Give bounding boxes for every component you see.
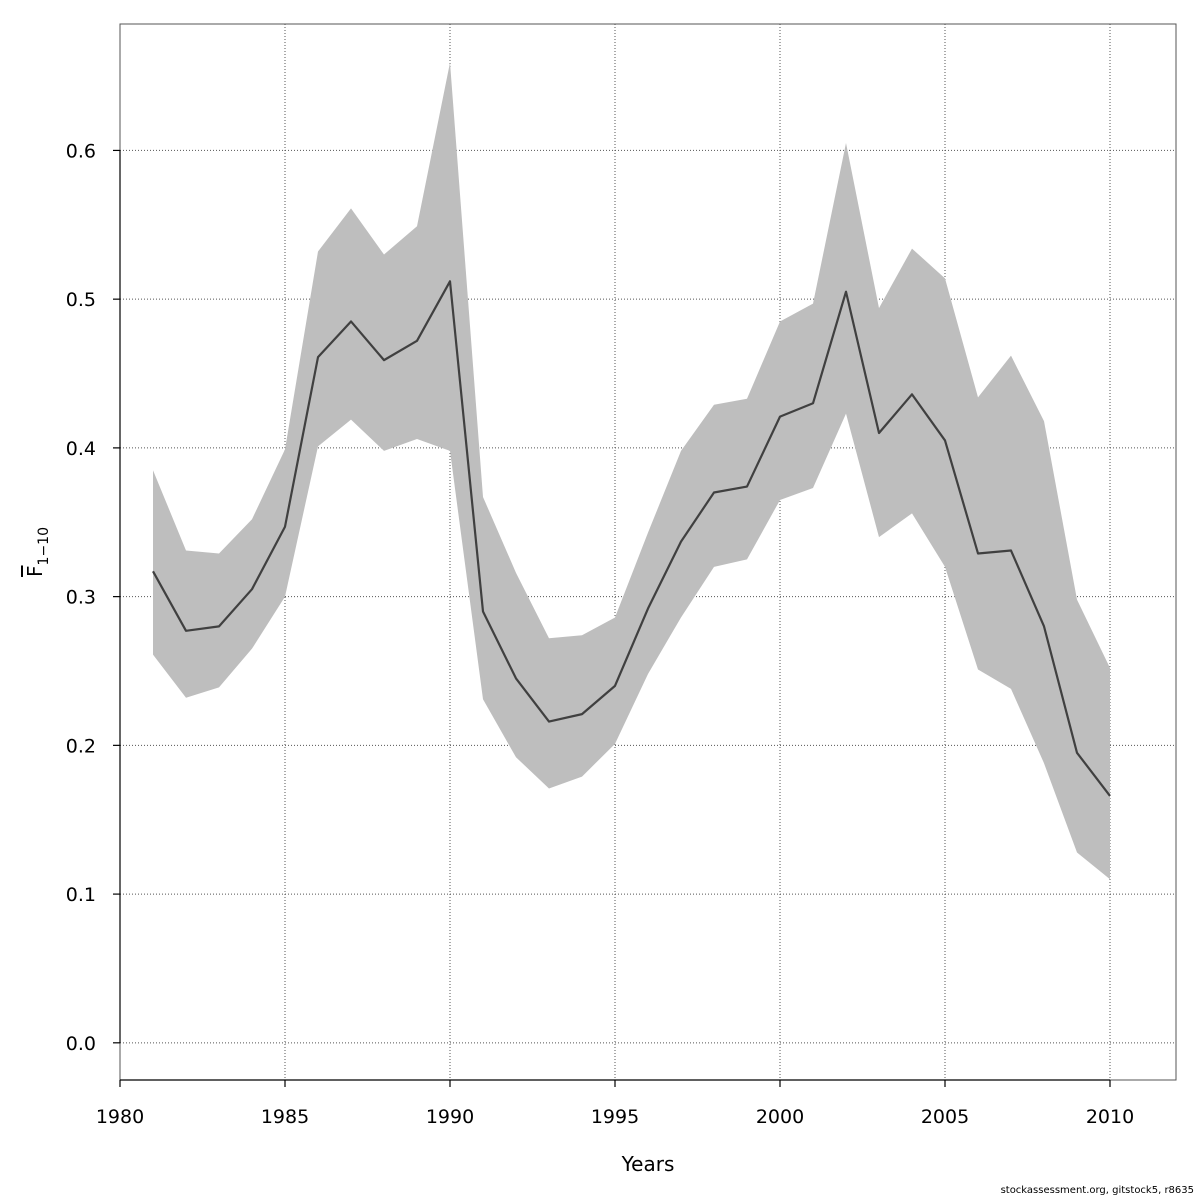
y-tick-label: 0.3 [66,587,96,609]
y-axis-title-main: F [23,565,47,577]
x-tick-label: 2005 [921,1106,969,1128]
footer-credit: stockassessment.org, gitstock5, r8635 [1000,1185,1194,1196]
y-tick-label: 0.1 [66,884,96,906]
estimate-line-group [152,280,1111,797]
x-tick-label: 2000 [756,1106,804,1128]
x-tick-label: 1995 [591,1106,639,1128]
svg-text:F1−10: F1−10 [23,527,52,577]
x-axis-title: Years [621,1152,675,1176]
x-tick-label: 1980 [96,1106,144,1128]
y-axis-title: F1−10 [23,527,52,577]
y-tick-label: 0.6 [66,140,96,162]
estimate-line [152,280,1111,797]
confidence-band [153,62,1110,880]
confidence-band-area [153,62,1110,880]
y-tick-label: 0.0 [66,1033,96,1055]
x-tick-label: 1985 [261,1106,309,1128]
x-tick-label: 2010 [1086,1106,1134,1128]
y-tick-label: 0.4 [66,438,96,460]
x-tick-label: 1990 [426,1106,474,1128]
y-axis-title-sub: 1−10 [36,527,52,565]
y-tick-label: 0.5 [66,289,96,311]
axes: 1980 1985 1990 1995 2000 2005 2010 0.0 0.1 0.2 0.3… [66,140,1134,1128]
y-tick-label: 0.2 [66,735,96,757]
